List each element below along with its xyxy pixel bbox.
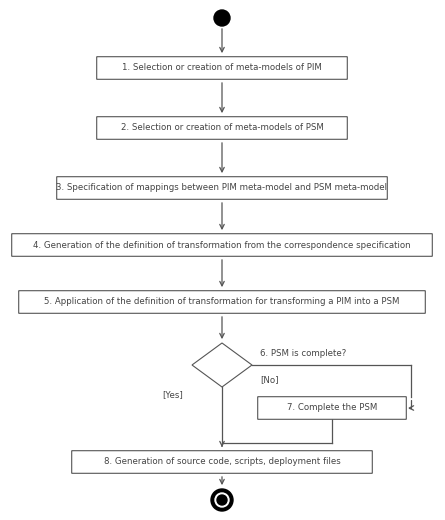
Text: 7. Complete the PSM: 7. Complete the PSM xyxy=(287,404,377,412)
Text: 3. Specification of mappings between PIM meta-model and PSM meta-model: 3. Specification of mappings between PIM… xyxy=(57,184,388,192)
Polygon shape xyxy=(192,343,252,387)
FancyBboxPatch shape xyxy=(19,291,425,313)
Text: 1. Selection or creation of meta-models of PIM: 1. Selection or creation of meta-models … xyxy=(122,63,322,72)
Circle shape xyxy=(217,495,227,505)
Text: [No]: [No] xyxy=(260,375,279,384)
Text: 2. Selection or creation of meta-models of PSM: 2. Selection or creation of meta-models … xyxy=(121,123,324,133)
Text: [Yes]: [Yes] xyxy=(162,391,183,399)
Circle shape xyxy=(214,10,230,26)
Circle shape xyxy=(215,493,229,507)
FancyBboxPatch shape xyxy=(258,397,406,419)
FancyBboxPatch shape xyxy=(97,57,347,79)
Text: 5. Application of the definition of transformation for transforming a PIM into a: 5. Application of the definition of tran… xyxy=(44,297,400,306)
FancyBboxPatch shape xyxy=(57,177,387,199)
Circle shape xyxy=(211,489,233,511)
Text: 6. PSM is complete?: 6. PSM is complete? xyxy=(260,348,346,358)
FancyBboxPatch shape xyxy=(97,116,347,139)
Text: 4. Generation of the definition of transformation from the correspondence specif: 4. Generation of the definition of trans… xyxy=(33,240,411,250)
FancyBboxPatch shape xyxy=(72,451,372,473)
FancyBboxPatch shape xyxy=(12,233,432,256)
Text: 8. Generation of source code, scripts, deployment files: 8. Generation of source code, scripts, d… xyxy=(104,458,340,466)
